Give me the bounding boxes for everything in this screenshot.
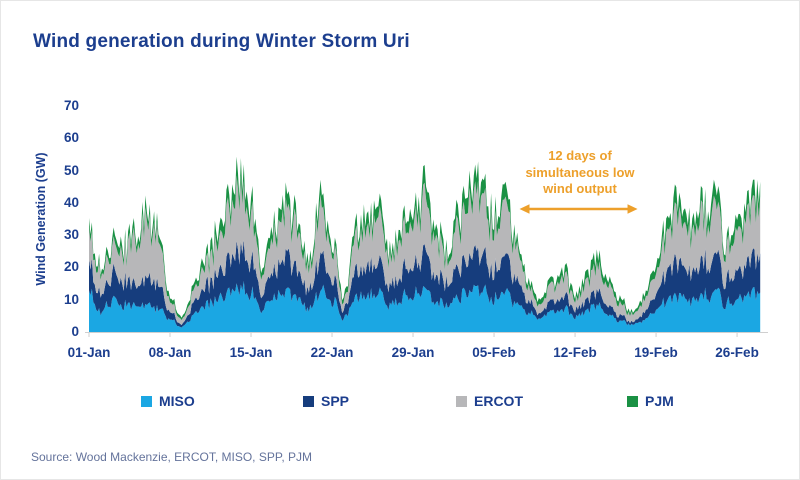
legend-swatch-ercot <box>456 395 467 407</box>
x-tick-label: 19-Feb <box>634 345 678 360</box>
x-tick-label: 29-Jan <box>391 345 435 360</box>
legend-item-pjm: PJM <box>627 392 674 410</box>
legend-item-spp: SPP <box>303 392 349 410</box>
legend-item-ercot: ERCOT <box>456 392 523 410</box>
annotation-arrowhead <box>627 204 638 214</box>
legend-swatch-spp <box>303 395 314 407</box>
x-tick-label: 01-Jan <box>67 345 111 360</box>
x-tick-label: 22-Jan <box>310 345 354 360</box>
y-tick-label: 20 <box>63 259 79 275</box>
y-tick-label: 70 <box>63 98 79 113</box>
x-tick-label: 08-Jan <box>148 345 192 360</box>
area-series-spp <box>89 240 761 328</box>
x-tick-label: 15-Jan <box>229 345 273 360</box>
y-tick-label: 30 <box>63 227 79 243</box>
annotation-line: 12 days of <box>548 148 612 163</box>
annotation-line: wind output <box>543 181 617 196</box>
y-tick-label: 50 <box>63 162 79 178</box>
annotation-low-wind-callout: 12 days of simultaneous low wind output <box>500 148 660 198</box>
x-tick-label: 26-Feb <box>715 345 759 360</box>
annotation-line: simultaneous low <box>525 164 635 180</box>
area-series-ercot <box>89 175 761 325</box>
y-tick-label: 60 <box>63 130 79 146</box>
y-tick-label: 40 <box>63 194 79 210</box>
legend-label: SPP <box>321 393 350 409</box>
annotation-arrowhead <box>519 204 530 214</box>
legend-swatch-pjm <box>627 395 638 407</box>
x-tick-label: 05-Feb <box>472 345 516 360</box>
legend-label: MISO <box>159 393 195 409</box>
legend-swatch-miso <box>141 395 152 407</box>
legend-label: PJM <box>645 393 674 409</box>
x-tick-label: 12-Feb <box>553 345 597 360</box>
y-tick-label: 0 <box>71 324 79 339</box>
page-title: Wind generation during Winter Storm Uri <box>33 31 410 52</box>
area-series-miso <box>89 281 761 332</box>
legend-item-miso: MISO <box>141 392 195 410</box>
chart-legend: MISO SPP ERCOT PJM <box>1 392 799 412</box>
y-tick-label: 10 <box>63 291 79 307</box>
legend-label: ERCOT <box>474 393 523 409</box>
source-attribution: Source: Wood Mackenzie, ERCOT, MISO, SPP… <box>31 450 312 464</box>
